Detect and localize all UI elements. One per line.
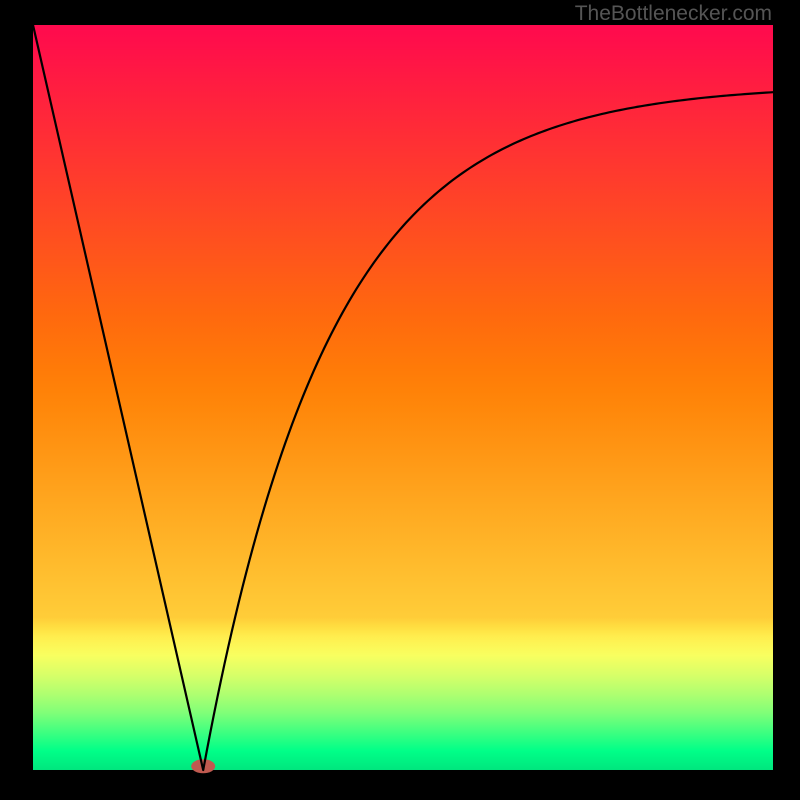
chart-frame: TheBottlenecker.com <box>0 0 800 800</box>
watermark-text: TheBottlenecker.com <box>575 2 772 26</box>
bottleneck-chart <box>0 0 800 800</box>
